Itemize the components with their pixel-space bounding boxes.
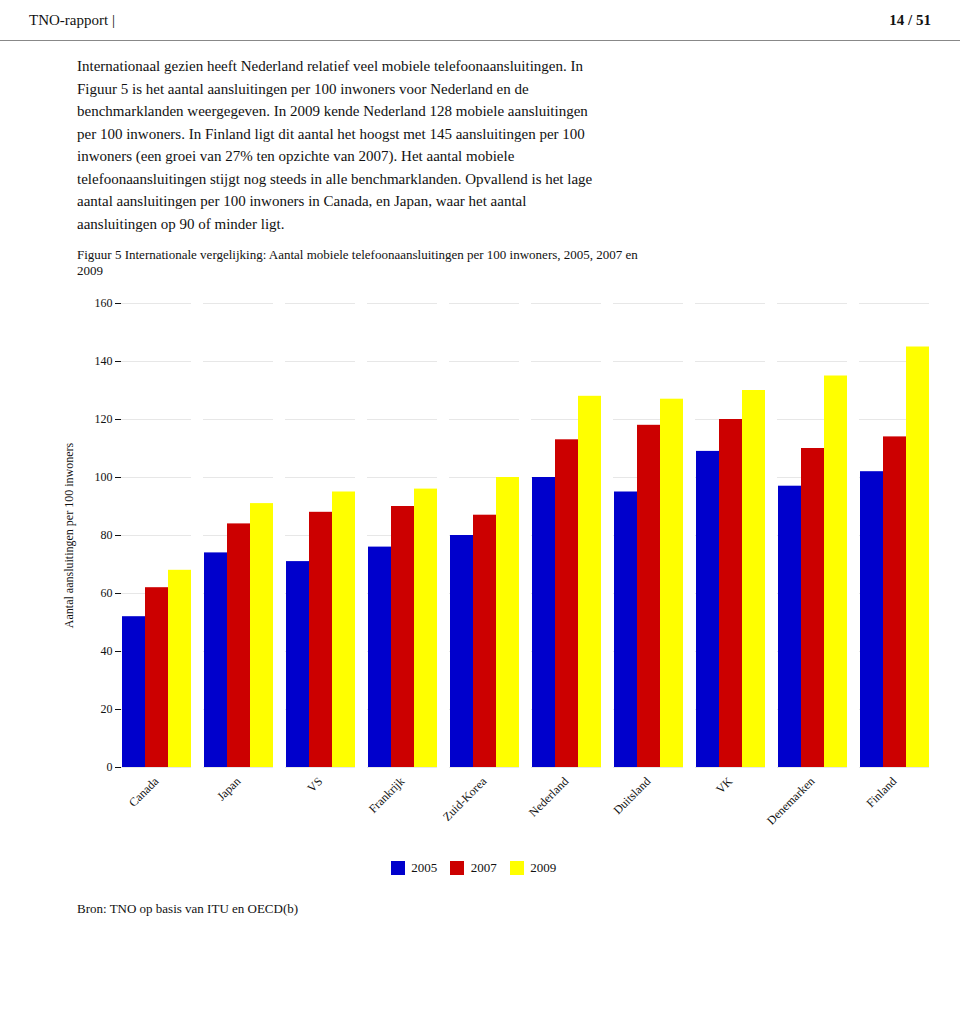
svg-text:Finland: Finland xyxy=(864,774,900,810)
svg-text:Duitsland: Duitsland xyxy=(610,774,653,817)
svg-text:Japan: Japan xyxy=(214,774,243,803)
svg-text:Nederland: Nederland xyxy=(526,774,571,819)
svg-text:Frankrijk: Frankrijk xyxy=(366,774,407,815)
html-text:14 / 51: 14 / 51 xyxy=(889,11,931,28)
svg-text:Zuid-Korea: Zuid-Korea xyxy=(440,774,490,824)
html-text:2009: 2009 xyxy=(530,859,557,875)
svg-text:120: 120 xyxy=(95,412,113,426)
svg-text:Canada: Canada xyxy=(126,774,162,810)
html-text:aantal aansluitingen per 100 i: aantal aansluitingen per 100 inwoners in… xyxy=(77,193,527,209)
html-text:Figuur 5 is het aantal aanslui: Figuur 5 is het aantal aansluitingen per… xyxy=(77,80,529,97)
svg-text:Aantal aansluitingen per 100 i: Aantal aansluitingen per 100 inwoners xyxy=(62,443,76,629)
html-text:Figuur 5 Internationale vergel: Figuur 5 Internationale vergelijking: Aa… xyxy=(77,247,638,278)
html-text:Bron: TNO op basis van ITU en: Bron: TNO op basis van ITU en OECD(b) xyxy=(77,900,299,916)
html-text:benchmarklanden weergegeven. I: benchmarklanden weergegeven. In 2009 ken… xyxy=(77,103,588,119)
svg-text:60: 60 xyxy=(101,586,113,600)
svg-text:100: 100 xyxy=(95,470,113,484)
html-text:2007: 2007 xyxy=(470,859,497,875)
html-text:per 100 inwoners. In Finland l: per 100 inwoners. In Finland ligt dit aa… xyxy=(77,125,585,142)
svg-text:VS: VS xyxy=(305,774,326,795)
svg-text:20: 20 xyxy=(101,702,113,716)
svg-text:Denemarken: Denemarken xyxy=(764,774,817,827)
html-text:2005: 2005 xyxy=(411,859,438,875)
html-text:aansluitingen op 90 of minder: aansluitingen op 90 of minder ligt. xyxy=(77,215,285,232)
svg-text:140: 140 xyxy=(95,354,113,368)
svg-text:40: 40 xyxy=(101,644,113,658)
svg-text:80: 80 xyxy=(101,528,113,542)
svg-text:160: 160 xyxy=(95,296,113,310)
html-text:TNO-rapport |: TNO-rapport | xyxy=(29,11,115,28)
html-text:telefoonaansluitingen stijgt n: telefoonaansluitingen stijgt nog steeds … xyxy=(77,170,593,187)
html-text:Internationaal gezien heeft Ne: Internationaal gezien heeft Nederland re… xyxy=(77,58,583,74)
html-text:inwoners (een groei van 27% te: inwoners (een groei van 27% ten opzichte… xyxy=(77,148,515,164)
svg-text:VK: VK xyxy=(713,774,735,796)
svg-text:0: 0 xyxy=(107,760,113,774)
